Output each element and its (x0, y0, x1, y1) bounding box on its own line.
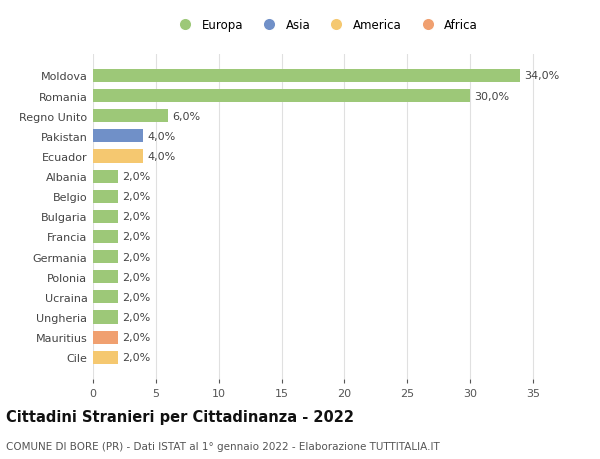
Bar (93, 170, 118, 183)
Bar (93, 110, 169, 123)
Bar (93, 291, 118, 304)
Bar (93, 70, 520, 83)
Text: 2,0%: 2,0% (122, 272, 150, 282)
Text: COMUNE DI BORE (PR) - Dati ISTAT al 1° gennaio 2022 - Elaborazione TUTTITALIA.IT: COMUNE DI BORE (PR) - Dati ISTAT al 1° g… (6, 441, 440, 451)
Text: 6,0%: 6,0% (172, 112, 200, 122)
Text: 34,0%: 34,0% (524, 71, 559, 81)
Text: 30,0%: 30,0% (474, 91, 509, 101)
Bar (93, 90, 470, 103)
Bar (93, 150, 143, 163)
Text: 2,0%: 2,0% (122, 192, 150, 202)
Text: 2,0%: 2,0% (122, 292, 150, 302)
Bar (93, 351, 118, 364)
Text: 4,0%: 4,0% (147, 151, 175, 162)
Legend: Europa, Asia, America, Africa: Europa, Asia, America, Africa (173, 19, 478, 32)
Text: 2,0%: 2,0% (122, 232, 150, 242)
Bar (93, 230, 118, 243)
Text: 2,0%: 2,0% (122, 353, 150, 363)
Bar (93, 130, 143, 143)
Text: 4,0%: 4,0% (147, 132, 175, 141)
Text: 2,0%: 2,0% (122, 172, 150, 182)
Bar (93, 331, 118, 344)
Bar (93, 311, 118, 324)
Text: 2,0%: 2,0% (122, 312, 150, 322)
Text: 2,0%: 2,0% (122, 212, 150, 222)
Bar (93, 251, 118, 263)
Text: Cittadini Stranieri per Cittadinanza - 2022: Cittadini Stranieri per Cittadinanza - 2… (6, 409, 354, 425)
Bar (93, 271, 118, 284)
Text: 2,0%: 2,0% (122, 332, 150, 342)
Text: 2,0%: 2,0% (122, 252, 150, 262)
Bar (93, 190, 118, 203)
Bar (93, 210, 118, 224)
